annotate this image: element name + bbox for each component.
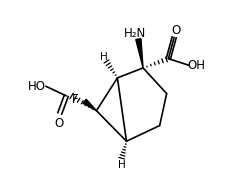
Text: HO: HO [28,80,46,93]
Polygon shape [83,99,96,111]
Text: H₂N: H₂N [124,27,146,40]
Text: O: O [54,117,63,130]
Text: H: H [118,160,126,170]
Text: OH: OH [188,59,206,72]
Text: F: F [72,93,78,106]
Text: H: H [100,52,108,62]
Text: O: O [171,24,180,37]
Polygon shape [136,39,143,68]
